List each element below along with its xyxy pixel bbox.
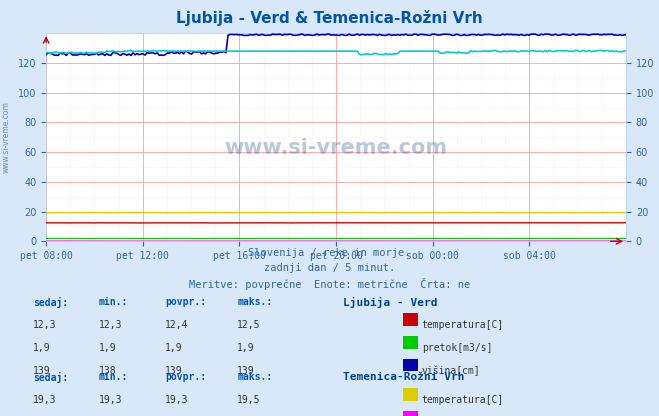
Text: pretok[m3/s]: pretok[m3/s] [422,343,492,353]
Text: 1,9: 1,9 [165,343,183,353]
Text: Temenica-Rožni Vrh: Temenica-Rožni Vrh [343,372,464,382]
Text: 138: 138 [99,366,117,376]
Text: Slovenija / reke in morje.: Slovenija / reke in morje. [248,248,411,258]
Text: 139: 139 [237,366,255,376]
Text: Meritve: povprečne  Enote: metrične  Črta: ne: Meritve: povprečne Enote: metrične Črta:… [189,278,470,290]
Text: 19,3: 19,3 [33,395,57,405]
Text: povpr.:: povpr.: [165,372,206,382]
Text: 1,9: 1,9 [33,343,51,353]
Text: 19,3: 19,3 [165,395,188,405]
Text: temperatura[C]: temperatura[C] [422,320,504,330]
Text: zadnji dan / 5 minut.: zadnji dan / 5 minut. [264,263,395,273]
Text: Ljubija - Verd: Ljubija - Verd [343,297,437,309]
Text: sedaj:: sedaj: [33,372,68,384]
Text: 12,3: 12,3 [99,320,123,330]
Text: 12,3: 12,3 [33,320,57,330]
Text: maks.:: maks.: [237,297,272,307]
Text: min.:: min.: [99,372,129,382]
Text: 19,5: 19,5 [237,395,261,405]
Text: povpr.:: povpr.: [165,297,206,307]
Text: sedaj:: sedaj: [33,297,68,309]
Text: 1,9: 1,9 [237,343,255,353]
Text: višina[cm]: višina[cm] [422,366,480,376]
Text: 12,4: 12,4 [165,320,188,330]
Text: 19,3: 19,3 [99,395,123,405]
Text: temperatura[C]: temperatura[C] [422,395,504,405]
Text: min.:: min.: [99,297,129,307]
Text: maks.:: maks.: [237,372,272,382]
Text: 1,9: 1,9 [99,343,117,353]
Text: 139: 139 [165,366,183,376]
Text: www.si-vreme.com: www.si-vreme.com [2,102,11,173]
Text: 139: 139 [33,366,51,376]
Text: Ljubija - Verd & Temenica-Rožni Vrh: Ljubija - Verd & Temenica-Rožni Vrh [176,10,483,26]
Text: 12,5: 12,5 [237,320,261,330]
Text: www.si-vreme.com: www.si-vreme.com [225,138,447,158]
